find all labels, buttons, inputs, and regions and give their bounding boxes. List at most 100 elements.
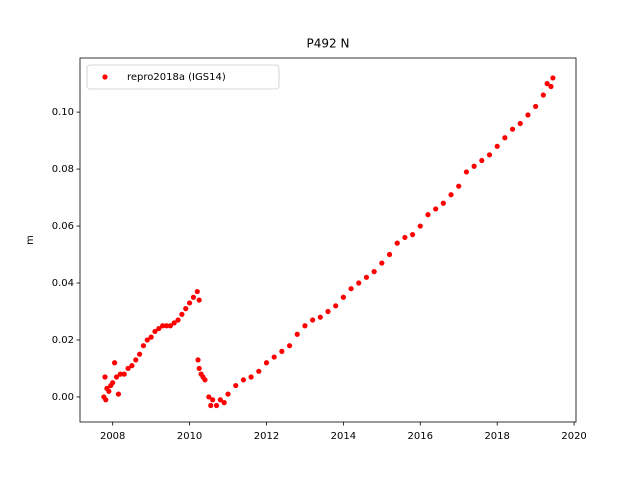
plot-frame (79, 57, 577, 423)
data-point (440, 200, 446, 206)
x-tick-label: 2020 (561, 431, 586, 442)
data-point (502, 135, 508, 141)
y-tick-label: 0.06 (52, 221, 74, 232)
data-point (115, 391, 122, 397)
data-point (333, 303, 339, 309)
data-point (136, 351, 143, 357)
data-point (160, 323, 166, 329)
data-point (550, 75, 556, 81)
data-point (133, 357, 139, 363)
data-point (302, 323, 308, 329)
data-point (448, 192, 454, 198)
data-point (125, 365, 131, 372)
data-point (179, 311, 185, 317)
data-point (417, 223, 423, 229)
data-point (110, 380, 116, 386)
data-point (271, 354, 277, 360)
data-point (409, 231, 416, 238)
legend-marker (102, 74, 108, 80)
data-point (394, 240, 400, 246)
data-point (544, 81, 550, 87)
data-point (486, 152, 493, 158)
data-point (167, 323, 173, 329)
data-point (217, 397, 223, 403)
data-point (425, 212, 431, 218)
data-point (113, 374, 120, 380)
y-tick-label: 0.08 (52, 164, 74, 175)
data-point (340, 294, 346, 300)
data-point (213, 402, 220, 409)
y-tick-label: 0.00 (52, 392, 74, 403)
x-tick-label: 2014 (331, 431, 356, 442)
x-tick-label: 2016 (408, 431, 433, 442)
data-point (210, 397, 216, 403)
data-point (325, 308, 331, 315)
data-point (356, 280, 362, 286)
data-point (190, 294, 197, 300)
data-point (240, 377, 247, 383)
data-point (379, 260, 385, 266)
x-tick-label: 2012 (254, 431, 279, 442)
data-point (548, 83, 554, 90)
data-point (348, 286, 354, 292)
data-point (494, 143, 500, 149)
data-point (112, 360, 118, 366)
data-point (196, 365, 202, 372)
data-point (202, 377, 208, 383)
data-point (540, 92, 546, 98)
data-point (175, 317, 181, 323)
data-point (156, 325, 162, 332)
data-point (106, 388, 112, 394)
data-point (248, 374, 254, 380)
data-point (525, 112, 531, 118)
data-point (463, 169, 470, 175)
data-point (163, 323, 170, 329)
data-point (533, 103, 539, 110)
data-point (196, 297, 202, 303)
data-point (233, 382, 239, 389)
data-point (517, 120, 523, 127)
data-point (256, 368, 262, 374)
data-point (279, 348, 285, 354)
data-point (471, 163, 477, 169)
x-tick-label: 2018 (484, 431, 509, 442)
data-point (194, 288, 200, 295)
legend-label: repro2018a (IGS14) (127, 72, 226, 83)
data-point (310, 317, 316, 323)
data-point (363, 274, 370, 280)
data-point (102, 374, 108, 380)
data-point (121, 371, 127, 377)
data-point (103, 397, 109, 403)
legend-box (86, 64, 280, 90)
data-point (509, 126, 516, 132)
y-tick-label: 0.04 (52, 278, 74, 289)
data-point (263, 360, 270, 366)
data-point (294, 331, 300, 337)
data-point (456, 183, 462, 189)
data-point (117, 371, 123, 377)
data-point (140, 343, 147, 349)
data-point (221, 400, 227, 406)
x-tick-label: 2010 (177, 431, 202, 442)
data-point (479, 157, 485, 164)
data-point (144, 337, 150, 343)
y-tick-label: 0.02 (52, 335, 74, 346)
data-point (148, 334, 154, 340)
data-point (171, 320, 177, 326)
data-point (183, 306, 189, 312)
data-point (386, 251, 393, 258)
data-point (225, 391, 231, 397)
data-point (208, 402, 214, 409)
data-point (317, 314, 323, 320)
y-tick-label: 0.10 (52, 107, 74, 118)
chart-title: P492 N (307, 37, 350, 51)
data-point (371, 269, 377, 275)
data-point (433, 206, 439, 212)
data-point (402, 234, 408, 241)
data-point (129, 363, 135, 369)
data-point (186, 300, 193, 306)
data-point (152, 328, 158, 335)
x-tick-label: 2008 (100, 431, 125, 442)
data-point (195, 357, 201, 363)
